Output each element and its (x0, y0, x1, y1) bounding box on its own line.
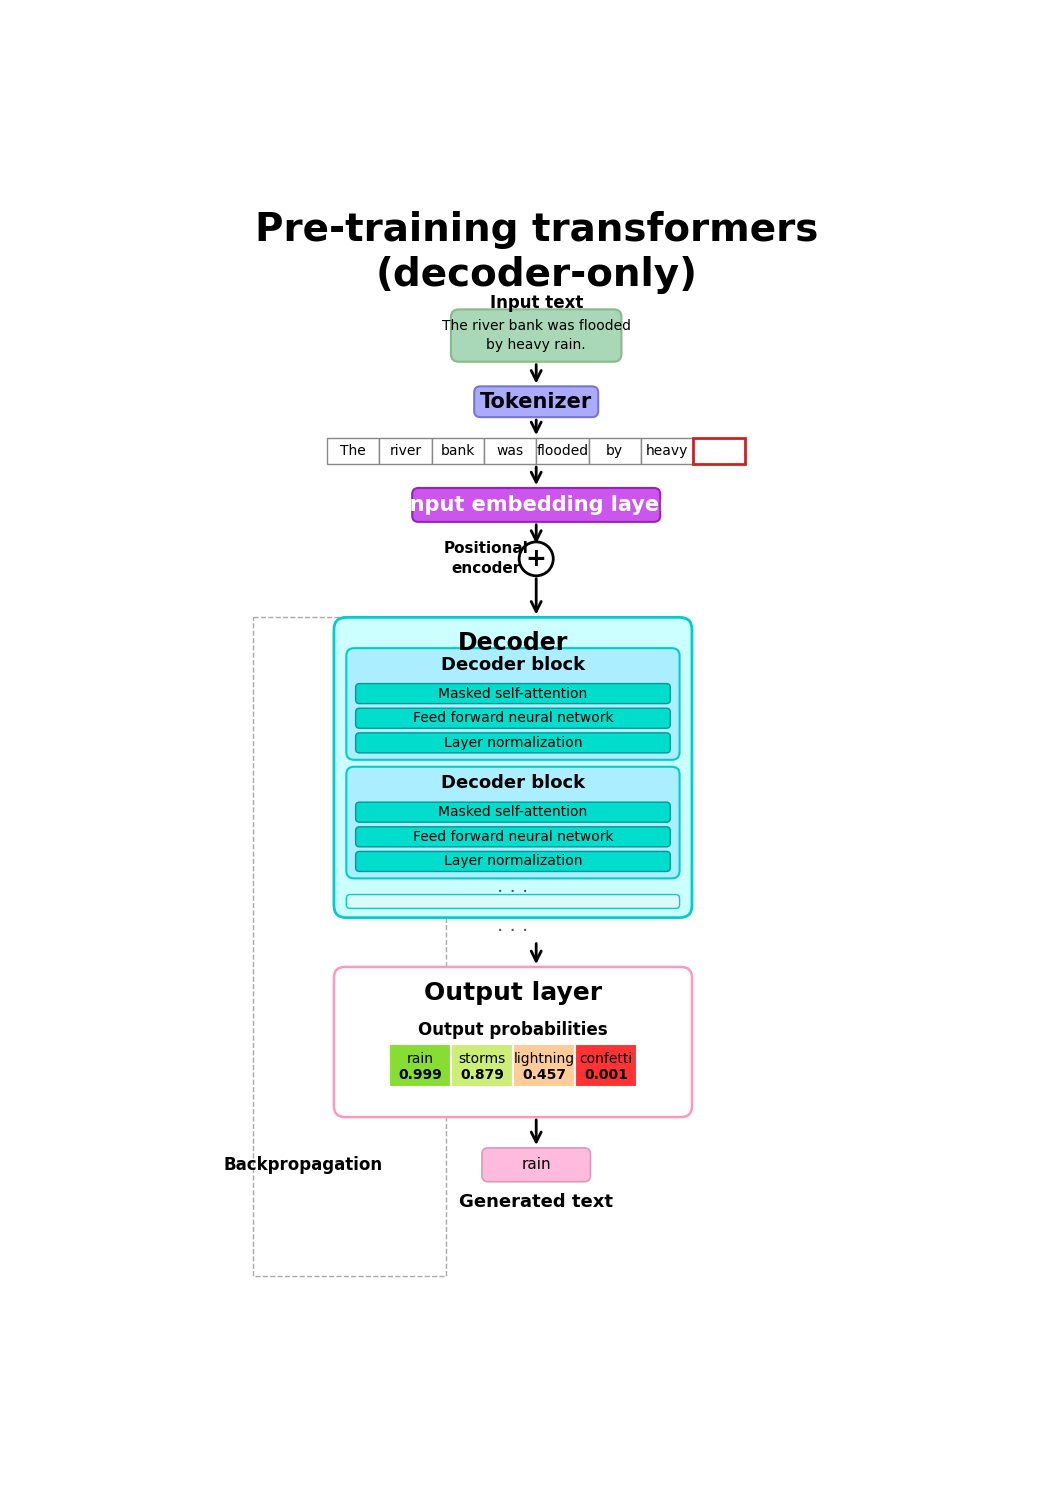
Text: flooded: flooded (536, 444, 588, 458)
Text: Layer normalization: Layer normalization (444, 736, 582, 750)
Text: was: was (496, 444, 524, 458)
FancyBboxPatch shape (356, 684, 670, 703)
Text: Input embedding layer: Input embedding layer (402, 495, 670, 514)
Bar (431, 438, 484, 464)
Text: Feed forward neural network: Feed forward neural network (413, 830, 614, 844)
Text: Output layer: Output layer (424, 981, 602, 1005)
Text: rain: rain (521, 1158, 551, 1173)
Text: lightning: lightning (513, 1052, 575, 1066)
FancyBboxPatch shape (347, 648, 680, 760)
FancyBboxPatch shape (356, 827, 670, 848)
Text: Masked self-attention: Masked self-attention (439, 687, 587, 700)
Bar (575, 1044, 637, 1088)
Bar (451, 1044, 513, 1088)
Text: Backpropagation: Backpropagation (223, 1156, 382, 1174)
FancyBboxPatch shape (451, 309, 622, 362)
Text: Positional
encoder: Positional encoder (443, 542, 529, 576)
FancyBboxPatch shape (413, 488, 661, 522)
Bar (484, 438, 536, 464)
Bar (388, 1044, 451, 1088)
FancyBboxPatch shape (347, 894, 680, 909)
Text: bank: bank (441, 444, 475, 458)
Text: river: river (389, 444, 422, 458)
Text: Output probabilities: Output probabilities (418, 1022, 607, 1040)
Circle shape (519, 542, 553, 576)
FancyBboxPatch shape (482, 1148, 591, 1182)
FancyBboxPatch shape (334, 618, 692, 918)
Text: Generated text: Generated text (460, 1192, 614, 1210)
Text: 0.879: 0.879 (460, 1068, 504, 1082)
Text: +: + (526, 548, 547, 572)
Text: The: The (340, 444, 366, 458)
Bar (588, 438, 641, 464)
Text: 0.999: 0.999 (398, 1068, 442, 1082)
Text: Pre-training transformers
(decoder-only): Pre-training transformers (decoder-only) (254, 211, 818, 294)
FancyBboxPatch shape (474, 387, 598, 417)
Text: Feed forward neural network: Feed forward neural network (413, 711, 614, 724)
FancyBboxPatch shape (356, 734, 670, 753)
Text: Layer normalization: Layer normalization (444, 855, 582, 868)
Text: Decoder block: Decoder block (441, 774, 585, 792)
FancyBboxPatch shape (356, 802, 670, 822)
Text: rain: rain (406, 1052, 433, 1066)
Bar (327, 438, 379, 464)
Bar (253, 618, 446, 1275)
Text: by: by (606, 444, 623, 458)
Text: Tokenizer: Tokenizer (481, 392, 593, 412)
Bar (641, 438, 693, 464)
Text: Decoder: Decoder (458, 632, 569, 656)
Text: · · ·: · · · (497, 922, 529, 940)
Text: storms: storms (459, 1052, 506, 1066)
Text: heavy: heavy (646, 444, 688, 458)
Text: Input text: Input text (490, 294, 583, 312)
FancyBboxPatch shape (347, 766, 680, 879)
Text: 0.457: 0.457 (522, 1068, 566, 1082)
Text: Decoder block: Decoder block (441, 656, 585, 674)
Bar (513, 1044, 575, 1088)
FancyBboxPatch shape (356, 852, 670, 871)
Bar (693, 438, 745, 464)
Bar (379, 438, 431, 464)
FancyBboxPatch shape (334, 968, 692, 1118)
Text: · · ·: · · · (497, 882, 529, 902)
Text: The river bank was flooded
by heavy rain.: The river bank was flooded by heavy rain… (442, 320, 630, 352)
FancyBboxPatch shape (356, 708, 670, 728)
Bar (536, 438, 588, 464)
Text: confetti: confetti (579, 1052, 632, 1066)
Text: 0.001: 0.001 (584, 1068, 628, 1082)
Text: Masked self-attention: Masked self-attention (439, 806, 587, 819)
